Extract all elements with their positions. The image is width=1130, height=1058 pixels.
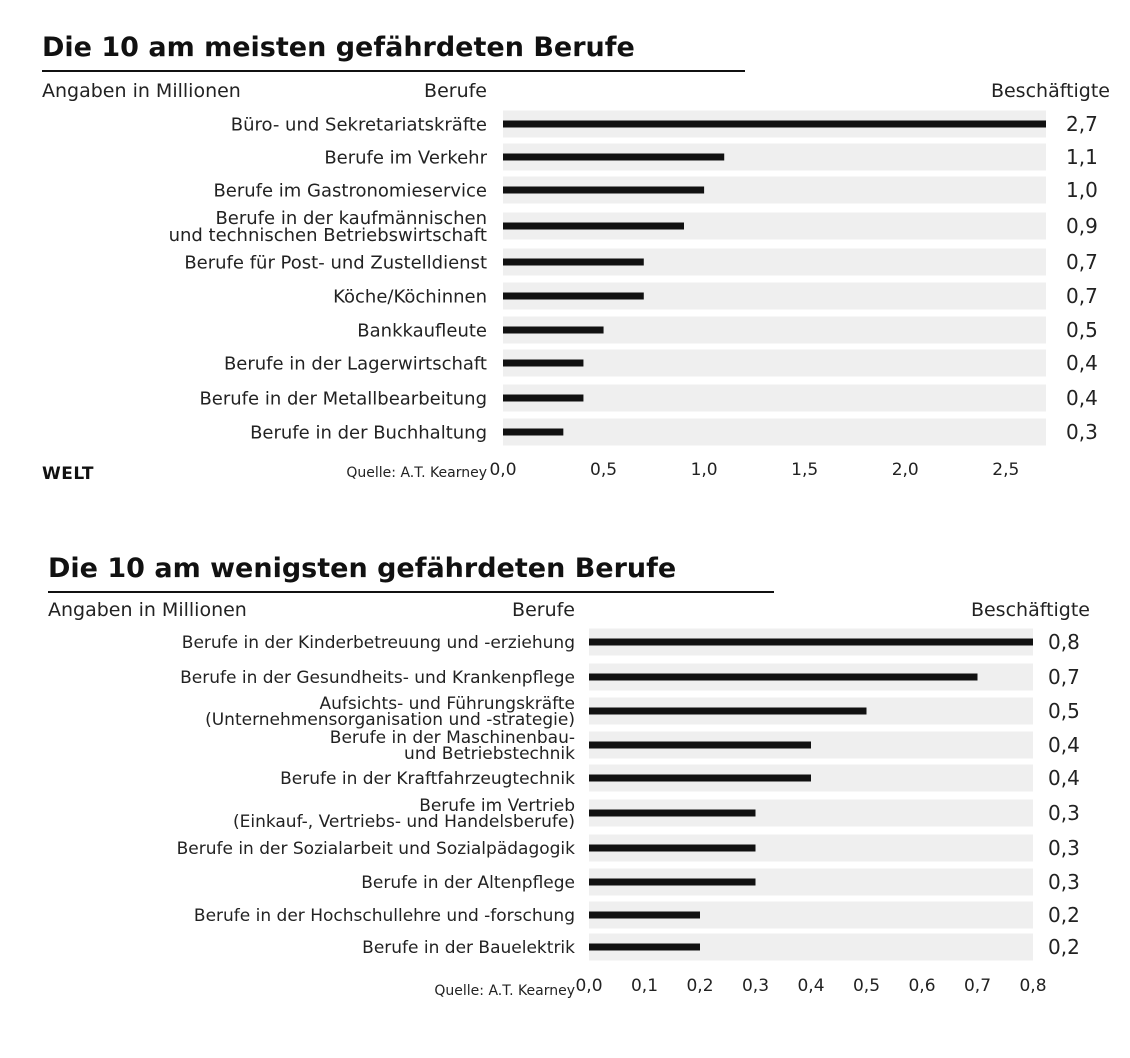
welt-logo: WELT bbox=[42, 464, 94, 484]
x-tick-label: 1,0 bbox=[691, 460, 718, 480]
value-label: 0,5 bbox=[1066, 318, 1098, 342]
bar-track bbox=[503, 349, 1046, 377]
value-label: 0,8 bbox=[1048, 630, 1080, 654]
chart2-category-header: Berufe bbox=[512, 599, 575, 621]
bar bbox=[503, 326, 604, 334]
x-tick-label: 0,0 bbox=[575, 976, 602, 996]
value-label: 0,3 bbox=[1048, 836, 1080, 860]
value-label: 0,2 bbox=[1048, 903, 1080, 927]
bar bbox=[503, 394, 584, 402]
x-tick-label: 0,5 bbox=[853, 976, 880, 996]
category-label: Berufe in der Kinderbetreuung und -erzie… bbox=[182, 633, 575, 653]
value-label: 0,7 bbox=[1066, 284, 1098, 308]
value-label: 0,4 bbox=[1048, 766, 1080, 790]
bar bbox=[503, 292, 644, 300]
bar bbox=[503, 222, 684, 230]
bar-track bbox=[503, 384, 1046, 412]
category-label: Berufe in der Altenpflege bbox=[361, 873, 575, 893]
bar bbox=[589, 638, 1033, 646]
bar bbox=[503, 153, 725, 161]
x-tick-label: 2,0 bbox=[892, 460, 919, 480]
value-label: 1,0 bbox=[1066, 178, 1098, 202]
category-label: Berufe in der Gesundheits- und Krankenpf… bbox=[180, 668, 575, 688]
value-label: 0,7 bbox=[1048, 665, 1080, 689]
chart1-title: Die 10 am meisten gefährdeten Berufe bbox=[42, 32, 635, 63]
bar bbox=[589, 911, 700, 919]
category-label: Berufe im Gastronomieservice bbox=[213, 180, 487, 201]
x-tick-label: 0,1 bbox=[631, 976, 658, 996]
x-tick-label: 0,5 bbox=[590, 460, 617, 480]
value-label: 0,2 bbox=[1048, 935, 1080, 959]
category-label: Bankkaufleute bbox=[357, 320, 487, 341]
category-label: Berufe in der Metallbearbeitung bbox=[199, 388, 487, 409]
bar bbox=[503, 359, 584, 367]
category-label: Büro- und Sekretariatskräfte bbox=[231, 114, 487, 135]
x-tick-label: 0,6 bbox=[908, 976, 935, 996]
value-label: 0,3 bbox=[1048, 870, 1080, 894]
value-label: 0,3 bbox=[1048, 801, 1080, 825]
category-label: Berufe in der Kraftfahrzeugtechnik bbox=[280, 769, 575, 789]
category-label: Berufe in der Bauelektrik bbox=[362, 938, 575, 958]
bar bbox=[503, 428, 564, 436]
bar bbox=[503, 186, 705, 194]
value-label: 0,7 bbox=[1066, 250, 1098, 274]
x-tick-label: 0,8 bbox=[1019, 976, 1046, 996]
bar bbox=[589, 943, 700, 951]
bar bbox=[503, 258, 644, 266]
category-label: Berufe im Vertrieb (Einkauf-, Vertriebs- … bbox=[233, 796, 575, 832]
category-label: Aufsichts- und Führungskräfte (Unternehme… bbox=[205, 694, 575, 730]
chart2-title-rule bbox=[48, 591, 774, 593]
category-label: Berufe für Post- und Zustelldienst bbox=[184, 252, 487, 273]
chart2-value-header: Beschäftigte bbox=[970, 599, 1090, 621]
bar bbox=[589, 673, 978, 681]
category-label: Berufe in der Buchhaltung bbox=[250, 422, 487, 443]
chart1-title-rule bbox=[42, 70, 745, 72]
bar bbox=[589, 774, 811, 782]
bar bbox=[589, 878, 756, 886]
x-tick-label: 0,4 bbox=[797, 976, 824, 996]
chart2-source: Quelle: A.T. Kearney bbox=[434, 983, 575, 999]
value-label: 2,7 bbox=[1066, 112, 1098, 136]
chart1-unit-label: Angaben in Millionen bbox=[42, 80, 241, 102]
bar-track bbox=[503, 418, 1046, 446]
value-label: 1,1 bbox=[1066, 145, 1098, 169]
chart1-category-header: Berufe bbox=[424, 80, 487, 102]
value-label: 0,4 bbox=[1066, 351, 1098, 375]
bar bbox=[589, 741, 811, 749]
category-label: Berufe in der kaufmännischen und technisc… bbox=[169, 208, 487, 246]
category-label: Berufe in der Maschinenbau-und Betriebst… bbox=[330, 728, 575, 764]
category-label: Berufe in der Lagerwirtschaft bbox=[224, 353, 487, 374]
chart1-source: Quelle: A.T. Kearney bbox=[346, 465, 487, 481]
x-tick-label: 2,5 bbox=[992, 460, 1019, 480]
bar bbox=[589, 707, 867, 715]
value-label: 0,5 bbox=[1048, 699, 1080, 723]
chart1-value-header: Beschäftigte bbox=[990, 80, 1110, 102]
value-label: 0,3 bbox=[1066, 420, 1098, 444]
x-tick-label: 0,2 bbox=[686, 976, 713, 996]
bar bbox=[589, 809, 756, 817]
bar bbox=[503, 120, 1046, 128]
category-label: Berufe im Verkehr bbox=[324, 147, 487, 168]
x-tick-label: 0,0 bbox=[489, 460, 516, 480]
value-label: 0,4 bbox=[1066, 386, 1098, 410]
bar bbox=[589, 844, 756, 852]
x-tick-label: 0,3 bbox=[742, 976, 769, 996]
value-label: 0,9 bbox=[1066, 214, 1098, 238]
x-tick-label: 1,5 bbox=[791, 460, 818, 480]
category-label: Berufe in der Sozialarbeit und Sozialpäd… bbox=[177, 839, 576, 859]
category-label: Köche/Köchinnen bbox=[333, 286, 487, 307]
chart2-unit-label: Angaben in Millionen bbox=[48, 599, 247, 621]
value-label: 0,4 bbox=[1048, 733, 1080, 757]
chart2-title: Die 10 am wenigsten gefährdeten Berufe bbox=[48, 553, 677, 584]
category-label: Berufe in der Hochschullehre und -forsch… bbox=[194, 906, 575, 926]
x-tick-label: 0,7 bbox=[964, 976, 991, 996]
